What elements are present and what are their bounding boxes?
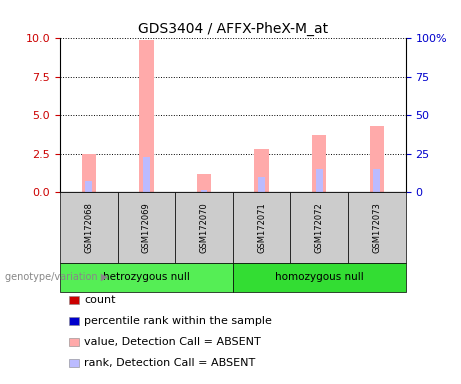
Bar [370, 126, 384, 192]
Text: GSM172069: GSM172069 [142, 202, 151, 253]
Text: hetrozygous null: hetrozygous null [103, 272, 190, 283]
Bar [312, 135, 326, 192]
Bar [254, 149, 269, 192]
Text: count: count [84, 295, 115, 305]
Text: GSM172072: GSM172072 [315, 202, 324, 253]
Title: GDS3404 / AFFX-PheX-M_at: GDS3404 / AFFX-PheX-M_at [138, 22, 328, 36]
Text: GSM172071: GSM172071 [257, 202, 266, 253]
Bar [85, 181, 92, 192]
Text: GSM172070: GSM172070 [200, 202, 208, 253]
Text: percentile rank within the sample: percentile rank within the sample [84, 316, 272, 326]
Bar [258, 177, 265, 192]
Text: genotype/variation ▶: genotype/variation ▶ [5, 272, 108, 283]
Text: rank, Detection Call = ABSENT: rank, Detection Call = ABSENT [84, 358, 255, 368]
Text: GSM172068: GSM172068 [84, 202, 93, 253]
Bar [373, 169, 380, 192]
Bar [201, 190, 207, 192]
Text: homozygous null: homozygous null [275, 272, 364, 283]
Bar [316, 169, 323, 192]
Bar [143, 157, 150, 192]
Text: value, Detection Call = ABSENT: value, Detection Call = ABSENT [84, 337, 260, 347]
Bar [82, 154, 96, 192]
Bar [139, 40, 154, 192]
Bar [197, 174, 211, 192]
Text: GSM172073: GSM172073 [372, 202, 381, 253]
